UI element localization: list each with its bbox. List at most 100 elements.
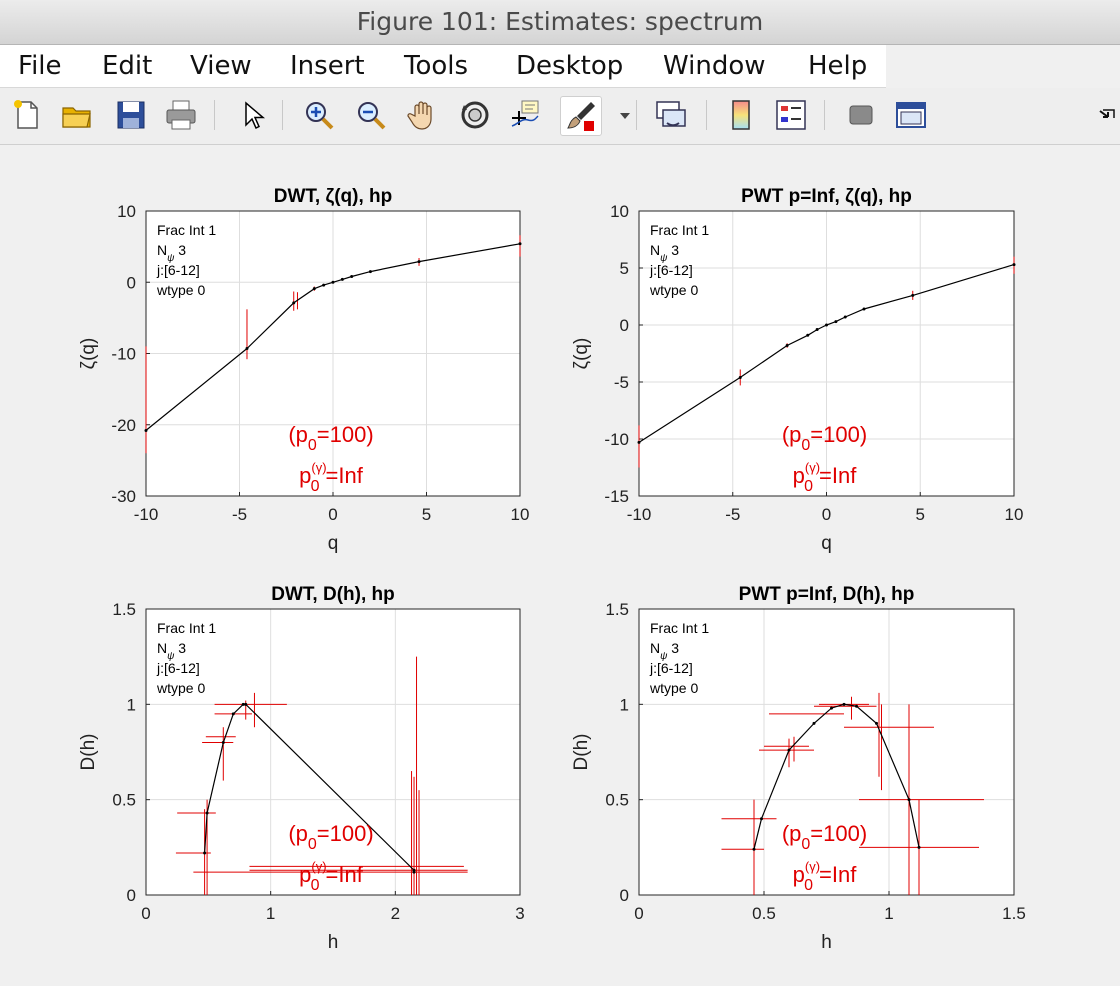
annotation-p0: (p0=100) <box>288 422 373 454</box>
annotation-value: =100) <box>317 422 374 447</box>
zoom-in-icon[interactable] <box>302 98 336 132</box>
annotation-subscript: 0 <box>311 877 320 894</box>
info-line-frac-int: Frac Int 1 <box>157 620 216 636</box>
data-point <box>911 293 915 297</box>
data-point <box>340 277 344 281</box>
x-tick-label: 10 <box>511 505 530 524</box>
data-point <box>862 307 866 311</box>
window-title: Figure 101: Estimates: spectrum <box>0 0 1120 45</box>
annotation-p: p <box>793 862 805 887</box>
info-psi-subscript: ψ <box>167 253 175 264</box>
info-line-wtype: wtype 0 <box>649 680 698 696</box>
link-plot-icon[interactable] <box>654 98 688 132</box>
toolbar-separator <box>706 100 707 130</box>
x-axis-label: q <box>821 533 832 554</box>
info-n-value: 3 <box>667 640 679 656</box>
data-point <box>785 344 789 348</box>
toolbar <box>0 88 1120 145</box>
annotation-superscript: (γ) <box>311 460 326 475</box>
data-point <box>760 817 763 821</box>
y-tick-label: 1 <box>620 695 629 714</box>
data-point <box>825 323 828 327</box>
info-n: N <box>650 242 660 258</box>
insert-legend-icon[interactable] <box>774 98 808 132</box>
x-tick-label: 0 <box>634 904 643 923</box>
menu-help[interactable]: Help <box>808 51 868 81</box>
annotation-p-open: (p <box>782 821 802 846</box>
insert-colorbar-icon[interactable] <box>724 98 758 132</box>
info-line-wtype: wtype 0 <box>156 282 205 298</box>
toolbar-separator <box>214 100 215 130</box>
dock-icon[interactable] <box>1090 98 1115 132</box>
y-tick-label: -15 <box>604 487 629 506</box>
data-point <box>830 706 833 710</box>
edit-plot-icon[interactable] <box>238 98 272 132</box>
data-point <box>368 270 372 274</box>
toolbar-separator <box>636 100 637 130</box>
pan-hand-icon[interactable] <box>406 98 440 132</box>
menu-insert[interactable]: Insert <box>290 51 365 81</box>
series-line <box>753 703 920 850</box>
show-plot-tools-icon[interactable] <box>894 98 928 132</box>
x-axis-label: h <box>328 932 339 953</box>
menu-view[interactable]: View <box>190 51 252 81</box>
x-axis-label: q <box>328 533 339 554</box>
rotate-3d-icon[interactable] <box>458 98 492 132</box>
menu-window[interactable]: Window <box>663 51 766 81</box>
info-line-n-psi: Nψ 3 <box>157 242 186 264</box>
zoom-out-icon[interactable] <box>354 98 388 132</box>
brush-icon[interactable] <box>560 96 602 136</box>
y-tick-label: 0 <box>127 886 136 905</box>
data-point <box>322 283 326 287</box>
open-file-icon[interactable] <box>60 98 94 132</box>
save-icon[interactable] <box>114 98 148 132</box>
toolbar-separator <box>282 100 283 130</box>
data-point <box>787 748 791 752</box>
info-line-j-range: j:[6-12] <box>649 660 693 676</box>
data-point <box>518 242 522 246</box>
data-point <box>312 287 316 291</box>
info-psi-subscript: ψ <box>167 651 175 662</box>
chart-3: 0 1 2 3 0 0.5 1 1.5 DWT, D(h), hp h D(h) Frac Int 1… <box>78 584 525 953</box>
annotation-superscript: (γ) <box>805 460 820 475</box>
x-tick-label: 0.5 <box>752 904 776 923</box>
x-tick-label: 0 <box>141 904 150 923</box>
y-tick-label: -5 <box>614 373 629 392</box>
annotation-p-open: (p <box>782 422 802 447</box>
menu-desktop[interactable]: Desktop <box>516 51 624 81</box>
info-n: N <box>157 640 167 656</box>
plot-title: DWT, D(h), hp <box>271 584 394 605</box>
data-point <box>637 440 641 444</box>
new-figure-icon[interactable] <box>10 98 44 132</box>
annotation-value: =100) <box>810 422 867 447</box>
brush-dropdown-icon[interactable] <box>608 98 630 132</box>
plot-title: DWT, ζ(q), hp <box>274 186 393 207</box>
menu-edit[interactable]: Edit <box>102 51 153 81</box>
data-point <box>245 347 249 351</box>
x-tick-label: 1 <box>884 904 893 923</box>
menu-tools[interactable]: Tools <box>404 51 469 81</box>
plot-title: PWT p=Inf, D(h), hp <box>739 584 915 605</box>
data-point <box>738 375 742 379</box>
annotation-p0-gamma: p(γ) 0 =Inf <box>299 460 364 495</box>
x-axis-label: h <box>821 932 832 953</box>
y-tick-label: -20 <box>111 416 136 435</box>
x-tick-label: 3 <box>515 904 524 923</box>
y-tick-label: -30 <box>111 487 136 506</box>
x-tick-label: -10 <box>134 505 159 524</box>
annotation-p-open: (p <box>288 821 308 846</box>
annotation-value: =Inf <box>819 862 857 887</box>
data-cursor-icon[interactable] <box>508 98 542 132</box>
data-point <box>834 320 838 324</box>
annotation-superscript: (γ) <box>311 859 326 874</box>
info-line-j-range: j:[6-12] <box>156 262 200 278</box>
info-line-n-psi: Nψ 3 <box>650 242 679 264</box>
annotation-p0: (p0=100) <box>782 422 867 454</box>
info-n: N <box>650 640 660 656</box>
y-axis-label: D(h) <box>571 734 592 771</box>
hide-plot-tools-icon[interactable] <box>844 98 878 132</box>
menu-file[interactable]: File <box>18 51 62 81</box>
print-icon[interactable] <box>164 98 198 132</box>
